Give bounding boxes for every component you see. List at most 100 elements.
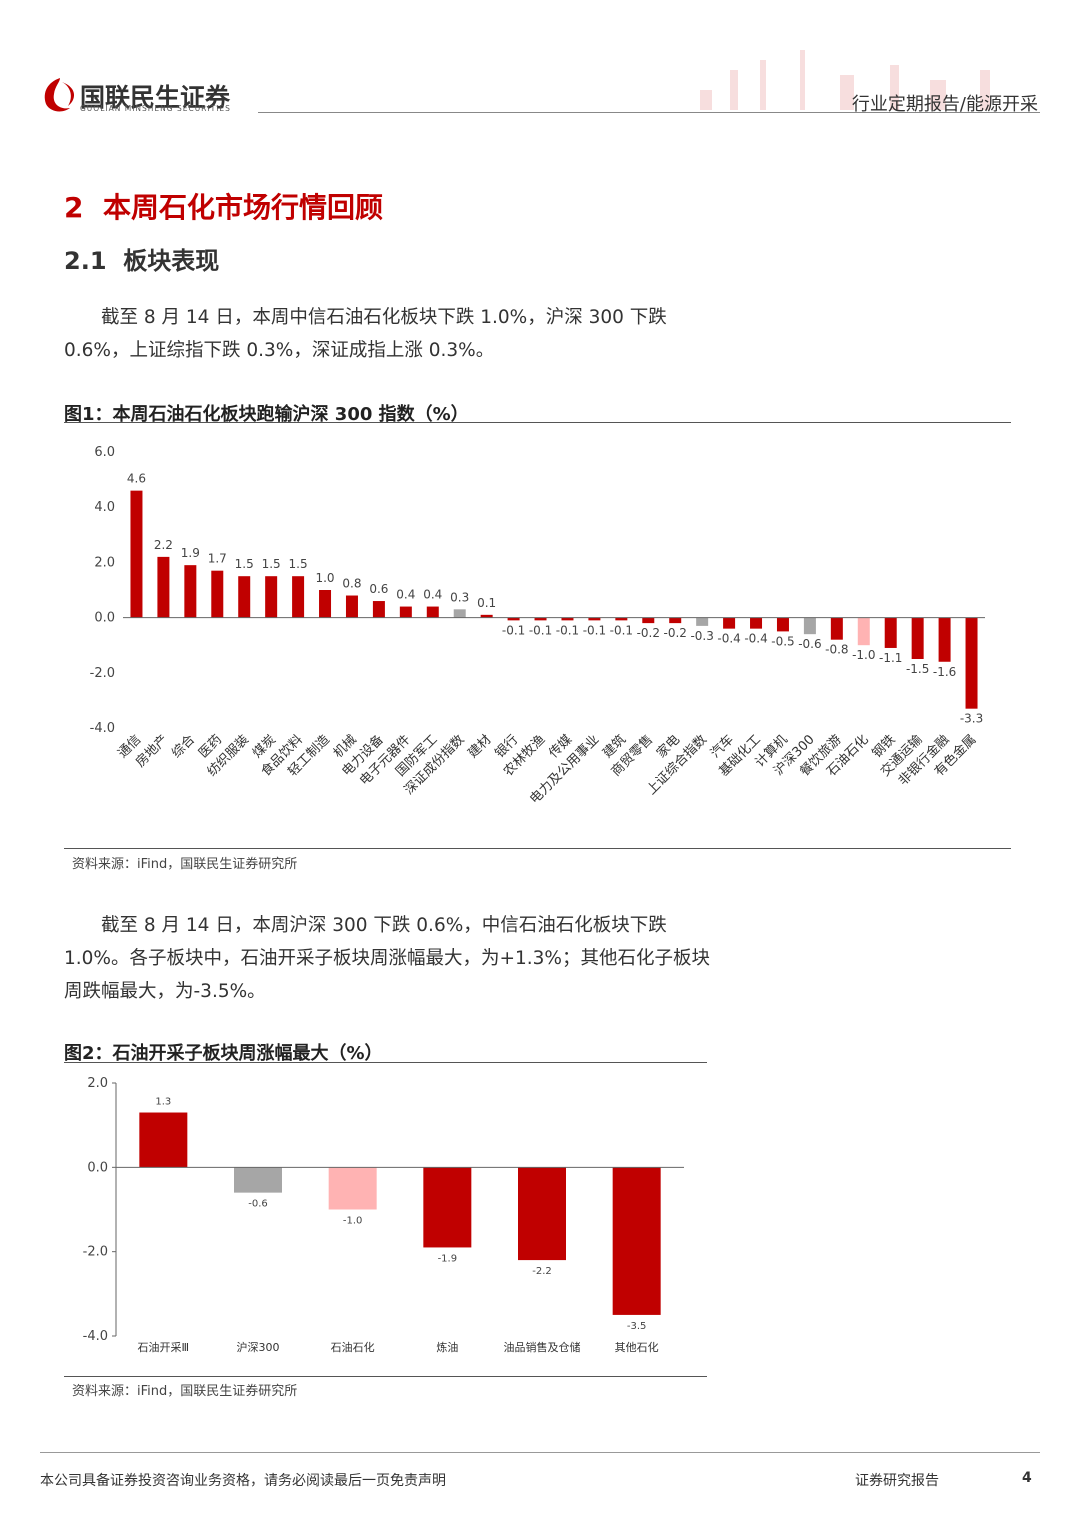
subsection-heading: 2.1 板块表现	[64, 241, 219, 276]
value-label: 2.2	[154, 538, 173, 552]
x-tick-label: 建材	[465, 732, 494, 761]
bar	[372, 601, 385, 618]
value-label: -0.1	[583, 623, 606, 637]
bar	[234, 1167, 282, 1193]
bar	[669, 617, 682, 624]
value-label: -0.8	[825, 643, 848, 657]
value-label: -3.3	[960, 712, 983, 726]
y-tick-label: 2.0	[87, 1076, 108, 1091]
bar	[561, 617, 574, 621]
bar	[911, 617, 924, 659]
bar	[345, 595, 358, 618]
x-tick-label: 其他石化	[615, 1340, 659, 1354]
x-tick-label: 石油开采Ⅲ	[138, 1340, 190, 1354]
y-tick-label: 6.0	[94, 445, 115, 460]
bar	[938, 617, 951, 662]
value-label: -1.1	[879, 651, 902, 665]
value-label: 1.0	[315, 571, 334, 585]
section-heading: 2 本周石化市场行情回顾	[64, 186, 383, 226]
value-label: -0.4	[717, 632, 740, 646]
value-label: -0.3	[690, 629, 713, 643]
bar	[292, 576, 305, 618]
bar	[423, 1167, 472, 1248]
value-label: 1.9	[181, 546, 200, 560]
paragraph: 截至 8 月 14 日，本周中信石油石化板块下跌 1.0%，沪深 300 下跌 …	[64, 307, 667, 361]
logo	[44, 78, 75, 112]
value-label: -0.4	[744, 632, 767, 646]
x-tick-label: 炼油	[436, 1340, 458, 1354]
y-tick-label: 0.0	[94, 611, 115, 626]
bar	[328, 1167, 377, 1210]
bar	[157, 556, 170, 618]
value-label: 0.6	[369, 582, 388, 596]
figure-rule	[64, 1376, 707, 1377]
bar	[884, 617, 897, 648]
report-label: 证券研究报告	[855, 1473, 939, 1489]
y-tick-label: 4.0	[94, 500, 115, 515]
value-label: -0.1	[556, 623, 579, 637]
bar	[507, 617, 520, 621]
figure-rule	[64, 1062, 707, 1063]
value-label: 0.3	[450, 590, 469, 604]
bar	[750, 617, 763, 629]
section-number: 2	[64, 191, 84, 224]
company: 国联民生证券	[80, 83, 231, 112]
value-label: 1.3	[155, 1097, 171, 1108]
bar	[612, 1167, 661, 1315]
subsection-title: 板块表现	[123, 247, 220, 275]
bar	[696, 617, 709, 626]
value-label: -0.1	[529, 623, 552, 637]
bar	[184, 565, 197, 618]
value-label: 1.5	[262, 557, 281, 571]
value-label: 0.1	[477, 596, 496, 610]
value-label: 0.4	[396, 588, 415, 602]
bar	[965, 617, 978, 709]
bar	[426, 606, 439, 618]
bar	[857, 617, 870, 646]
value-label: -0.6	[798, 637, 821, 651]
bar	[803, 617, 816, 635]
value-label: -1.5	[906, 662, 929, 676]
y-tick-label: 0.0	[87, 1160, 108, 1175]
bar	[453, 609, 466, 618]
bar	[130, 490, 143, 618]
figure-rule	[64, 422, 1011, 423]
disclaimer: 本公司具备证券投资咨询业务资格，请务必阅读最后一页免责声明	[40, 1473, 446, 1489]
bar	[480, 614, 493, 618]
y-tick-label: -4.0	[90, 721, 115, 736]
value-label: -1.9	[438, 1253, 458, 1264]
bar	[615, 617, 628, 621]
bar	[319, 590, 332, 618]
bar	[518, 1167, 566, 1261]
x-tick-label: 油品销售及仓储	[504, 1340, 581, 1354]
subsection-number: 2.1	[64, 247, 107, 275]
bar	[588, 617, 601, 621]
value-label: 0.4	[423, 588, 442, 602]
y-tick-label: -2.0	[90, 666, 115, 681]
value-label: -0.1	[502, 623, 525, 637]
bar	[265, 576, 278, 618]
bar	[211, 570, 224, 618]
y-tick-label: 2.0	[94, 555, 115, 570]
figure-source: 资料来源：iFind，国联民生证券研究所	[72, 857, 298, 872]
bar	[399, 606, 412, 618]
header-rule	[258, 112, 1040, 113]
y-tick-label: -2.0	[83, 1245, 108, 1260]
figure-title: 图1：本周石油石化板块跑输沪深 300 指数（%）	[64, 404, 469, 425]
page-number: 4	[1022, 1470, 1032, 1486]
value-label: -3.5	[627, 1321, 647, 1332]
bar	[642, 617, 655, 624]
figure-rule	[64, 848, 1011, 849]
value-label: -0.2	[637, 626, 660, 640]
bar	[139, 1112, 188, 1168]
section-title: 本周石化市场行情回顾	[102, 191, 383, 224]
y-tick-label: -4.0	[83, 1329, 108, 1344]
value-label: -1.0	[343, 1216, 363, 1227]
skyline	[700, 50, 990, 110]
value-label: 4.6	[127, 472, 146, 486]
value-label: 1.7	[208, 552, 227, 566]
bar	[776, 617, 789, 632]
bar	[723, 617, 736, 629]
value-label: -0.2	[664, 626, 687, 640]
